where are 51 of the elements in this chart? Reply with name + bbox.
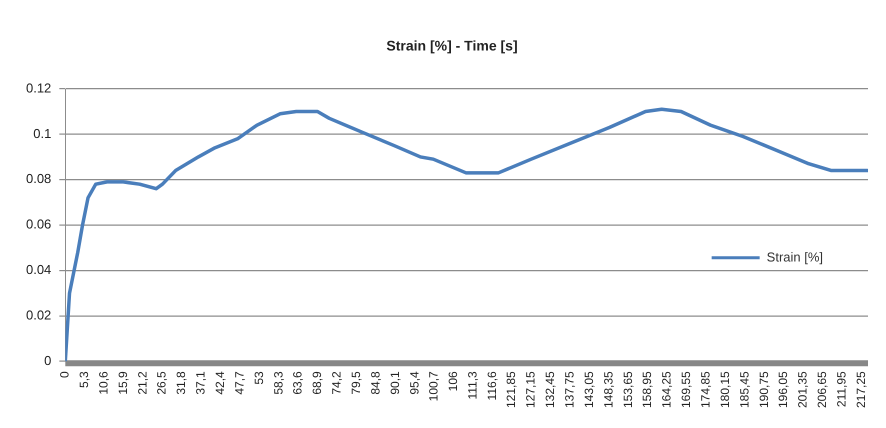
x-tick-label: 31,8 <box>174 370 188 395</box>
x-tick-label: 74,2 <box>330 370 344 395</box>
x-tick-label: 190,75 <box>756 370 771 408</box>
y-tick-label: 0.06 <box>26 216 52 232</box>
x-tick-label: 132,45 <box>543 370 558 408</box>
x-tick-label: 79,5 <box>349 370 364 395</box>
x-tick-label: 158,95 <box>640 370 654 408</box>
x-tick-label: 10,6 <box>96 370 110 395</box>
x-tick-label: 127,15 <box>524 370 538 408</box>
x-tick-label: 21,2 <box>135 370 150 395</box>
x-tick-label: 211,95 <box>834 370 848 408</box>
x-tick-label: 116,6 <box>484 370 499 400</box>
chart-title: Strain [%] - Time [s] <box>386 37 518 54</box>
y-tick-label: 0.02 <box>26 307 52 322</box>
x-tick-label: 90,1 <box>388 370 402 395</box>
x-tick-label: 111,3 <box>466 370 480 400</box>
y-tick-label: 0.12 <box>26 80 52 96</box>
x-tick-label: 148,35 <box>601 370 616 408</box>
x-tick-label: 95,4 <box>407 370 422 395</box>
x-tick-label: 68,9 <box>310 370 324 395</box>
x-tick-label: 143,05 <box>582 370 596 408</box>
x-tick-label: 217,25 <box>854 370 868 408</box>
x-tick-label: 169,55 <box>679 370 694 408</box>
x-tick-label: 5,3 <box>77 370 92 388</box>
x-tick-label: 106 <box>446 370 460 392</box>
legend-label: Strain [%] <box>766 249 824 264</box>
x-tick-label: 196,05 <box>776 370 790 408</box>
x-tick-label: 121,85 <box>504 370 518 408</box>
x-tick-label: 153,65 <box>620 370 635 408</box>
x-tick-label: 37,1 <box>194 370 208 395</box>
x-tick-label: 58,3 <box>271 370 286 395</box>
x-tick-label: 100,7 <box>426 370 441 402</box>
x-tick-label: 201,35 <box>796 370 810 408</box>
x-tick-label: 42,4 <box>213 370 228 395</box>
y-tick-label: 0.08 <box>26 171 52 186</box>
x-tick-label: 47,7 <box>232 370 246 395</box>
x-tick-label: 15,9 <box>116 370 130 395</box>
x-tick-label: 53 <box>252 370 266 385</box>
x-tick-label: 84,8 <box>368 370 382 395</box>
x-tick-label: 180,15 <box>718 370 732 408</box>
x-tick-label: 0 <box>58 370 72 378</box>
y-tick-label: 0.1 <box>33 126 52 141</box>
y-tick-label: 0.04 <box>26 262 52 278</box>
x-tick-label: 26,5 <box>154 370 169 395</box>
x-tick-label: 206,65 <box>815 370 830 408</box>
x-tick-label: 63,6 <box>290 370 305 395</box>
y-tick-label: 0 <box>44 352 52 368</box>
x-tick-label: 164,25 <box>660 370 674 408</box>
x-tick-label: 174,85 <box>698 370 712 408</box>
x-tick-label: 185,45 <box>737 370 752 408</box>
x-tick-label: 137,75 <box>562 370 577 408</box>
